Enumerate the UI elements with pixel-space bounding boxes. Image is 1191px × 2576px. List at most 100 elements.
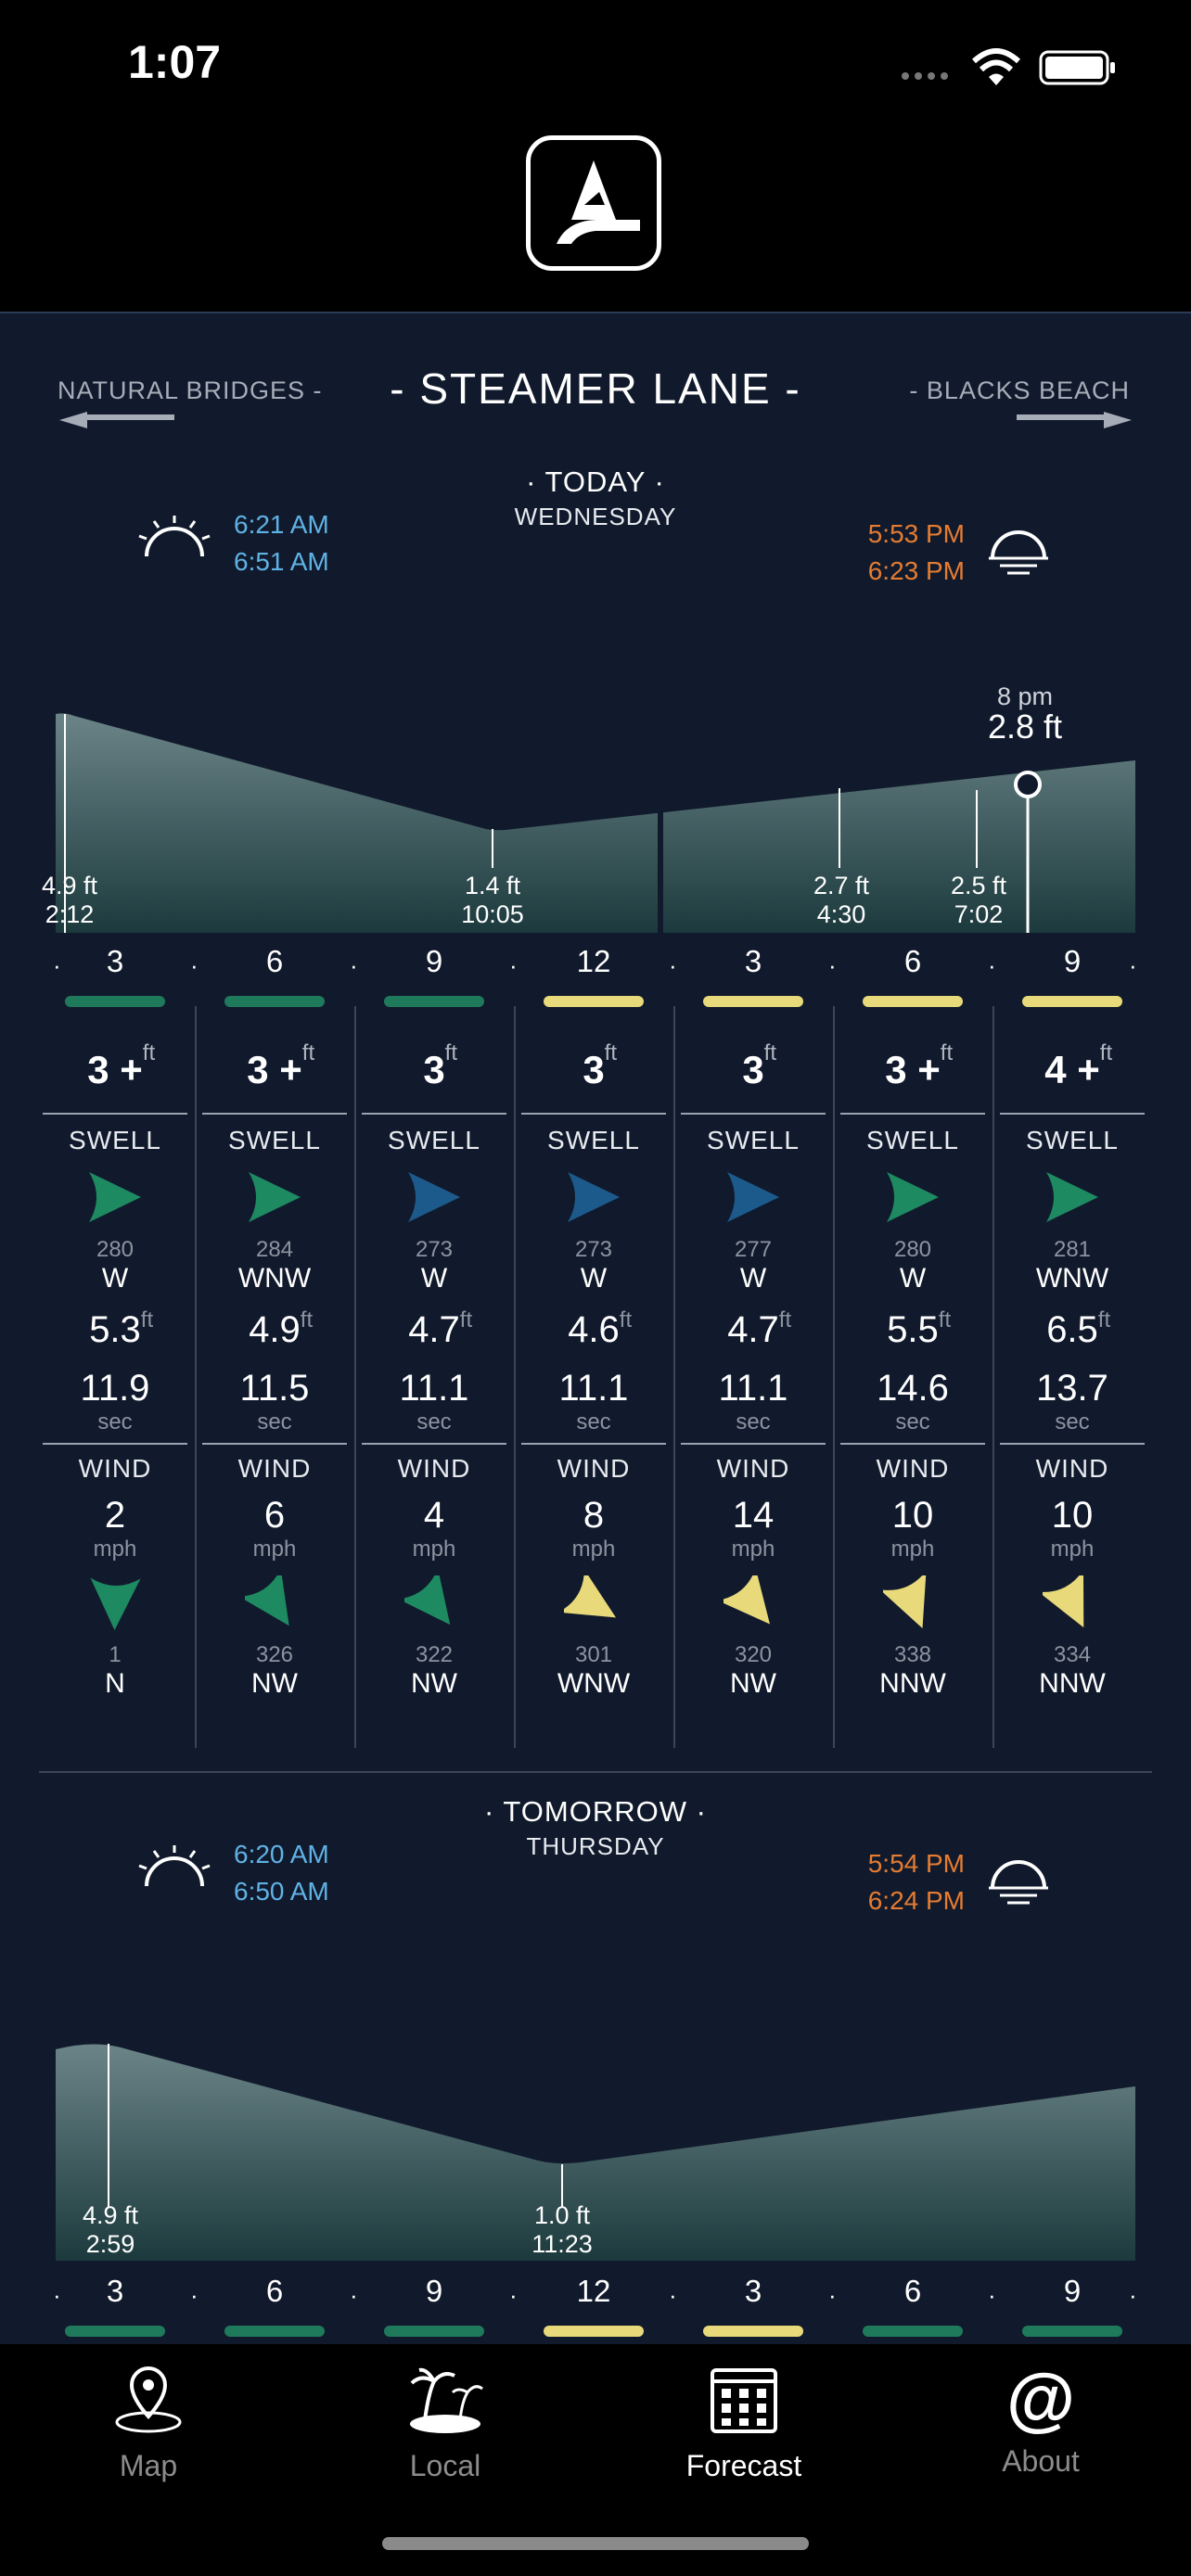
tab-local[interactable]: Local xyxy=(352,2365,538,2483)
tide-label: 4.9 ft 2:59 xyxy=(82,2201,139,2258)
divider xyxy=(43,1443,187,1445)
arrow-right-icon[interactable] xyxy=(1017,410,1132,433)
sunrise-icon xyxy=(135,512,213,565)
wind-speed: 10 xyxy=(1051,1495,1094,1536)
wind-direction: NNW xyxy=(879,1668,946,1699)
forecast-column[interactable]: 3 ft SWELL 273 W 4.7 ft 11.1 sec WIND 4 mp… xyxy=(354,1020,514,1743)
tomorrow-sunrise-times: 6:20 AM 6:50 AM xyxy=(234,1840,329,1906)
quality-bar xyxy=(544,2326,644,2337)
swell-height: 4.6 ft xyxy=(568,1307,633,1350)
sunset-icon xyxy=(985,1858,1052,1913)
tab-forecast[interactable]: Forecast xyxy=(651,2365,837,2483)
tomorrow-heading: · TOMORROW · xyxy=(484,1795,707,1828)
divider xyxy=(681,1113,826,1115)
hour-dot: · xyxy=(53,2281,61,2309)
hour-dot: · xyxy=(53,951,61,979)
divider xyxy=(43,1113,187,1115)
swell-direction-icon xyxy=(514,1168,673,1228)
swell-direction: W xyxy=(739,1263,767,1294)
divider xyxy=(521,1443,666,1445)
quality-bar xyxy=(863,996,963,1007)
swell-label: SWELL xyxy=(1026,1126,1119,1154)
forecast-column[interactable]: 4 + ft SWELL 281 WNW 6.5 ft 13.7 sec WIND … xyxy=(992,1020,1152,1743)
forecast-column[interactable]: 3 + ft SWELL 280 W 5.5 ft 14.6 sec WIND 10… xyxy=(833,1020,992,1743)
swell-direction-icon xyxy=(833,1168,992,1228)
hour-dot: · xyxy=(350,951,358,979)
forecast-column[interactable]: 3 ft SWELL 277 W 4.7 ft 11.1 sec WIND 14 m… xyxy=(673,1020,833,1743)
arrow-left-icon[interactable] xyxy=(59,410,174,433)
wind-direction-icon xyxy=(354,1568,514,1635)
swell-height: 4.7 ft xyxy=(408,1307,473,1350)
tab-label: About xyxy=(1002,2444,1080,2478)
wind-degrees: 334 xyxy=(1053,1642,1092,1667)
quality-bar xyxy=(224,2326,325,2337)
wind-direction-icon xyxy=(833,1570,992,1635)
wind-label: WIND xyxy=(1035,1454,1109,1483)
wind-label: WIND xyxy=(716,1454,790,1483)
tide-marker-height: 2.8 ft xyxy=(987,708,1063,746)
swell-degrees: 277 xyxy=(734,1237,773,1262)
swell-direction-icon xyxy=(35,1168,195,1228)
wind-direction-icon xyxy=(673,1568,833,1635)
divider xyxy=(840,1443,985,1445)
wind-degrees: 322 xyxy=(415,1642,454,1667)
wind-unit: mph xyxy=(1050,1537,1095,1562)
hour-dot: · xyxy=(828,951,837,979)
wind-label: WIND xyxy=(237,1454,312,1483)
quality-bar xyxy=(65,996,165,1007)
wind-speed: 6 xyxy=(263,1495,286,1536)
prev-spot-link[interactable]: NATURAL BRIDGES - xyxy=(58,376,323,404)
wave-size: 3 + ft xyxy=(87,1040,156,1091)
tide-marker-time: 8 pm xyxy=(996,682,1054,710)
tomorrow-tide-area xyxy=(56,2044,1135,2261)
hour-dot: · xyxy=(669,2281,677,2309)
divider xyxy=(202,1443,347,1445)
column-separator xyxy=(195,1006,197,1748)
tide-label: 4.9 ft 2:12 xyxy=(41,872,98,928)
swell-degrees: 273 xyxy=(574,1237,613,1262)
forecast-column[interactable]: 3 + ft SWELL 284 WNW 4.9 ft 11.5 sec WIND … xyxy=(195,1020,354,1743)
wind-label: WIND xyxy=(78,1454,152,1483)
swell-direction: WNW xyxy=(1035,1263,1109,1294)
quality-bar xyxy=(703,996,803,1007)
wave-size: 3 ft xyxy=(423,1040,458,1091)
next-spot-link[interactable]: - BLACKS BEACH xyxy=(909,376,1130,404)
forecast-column[interactable]: 3 + ft SWELL 280 W 5.3 ft 11.9 sec WIND 2 … xyxy=(35,1020,195,1743)
swell-label: SWELL xyxy=(866,1126,959,1154)
wind-unit: mph xyxy=(890,1537,935,1562)
wind-unit: mph xyxy=(731,1537,775,1562)
tab-label: Forecast xyxy=(685,2449,802,2482)
swell-period: 13.7 xyxy=(1036,1368,1108,1409)
forecast-column[interactable]: 3 ft SWELL 273 W 4.6 ft 11.1 sec WIND 8 mp… xyxy=(514,1020,673,1743)
swell-height: 4.9 ft xyxy=(249,1307,314,1350)
wind-degrees: 338 xyxy=(893,1642,932,1667)
quality-bar xyxy=(384,996,484,1007)
column-separator xyxy=(673,1006,675,1748)
divider xyxy=(521,1113,666,1115)
swell-degrees: 281 xyxy=(1053,1237,1092,1262)
swell-direction-icon xyxy=(673,1168,833,1228)
hour-label: 6 xyxy=(903,944,922,978)
swell-height: 4.7 ft xyxy=(727,1307,792,1350)
hour-label: 3 xyxy=(744,944,762,978)
period-unit: sec xyxy=(257,1409,292,1435)
period-unit: sec xyxy=(576,1409,611,1435)
divider xyxy=(1000,1443,1145,1445)
wind-direction: NW xyxy=(411,1668,457,1699)
day-divider xyxy=(39,1771,1152,1773)
hour-dot: · xyxy=(509,951,518,979)
wind-direction-icon xyxy=(514,1569,673,1635)
column-separator xyxy=(992,1006,994,1748)
wind-degrees: 326 xyxy=(255,1642,294,1667)
spot-title: - STEAMER LANE - xyxy=(390,364,801,413)
calendar-grid-icon xyxy=(711,2368,777,2433)
hour-dot: · xyxy=(190,951,198,979)
period-unit: sec xyxy=(1055,1409,1090,1435)
tab-map[interactable]: Map xyxy=(56,2365,241,2483)
swell-direction: W xyxy=(580,1263,608,1294)
tide-label: 1.4 ft 10:05 xyxy=(461,872,524,928)
wind-direction: N xyxy=(105,1668,125,1699)
quality-bar xyxy=(1022,2326,1122,2337)
tab-about[interactable]: @ About xyxy=(948,2365,1133,2479)
